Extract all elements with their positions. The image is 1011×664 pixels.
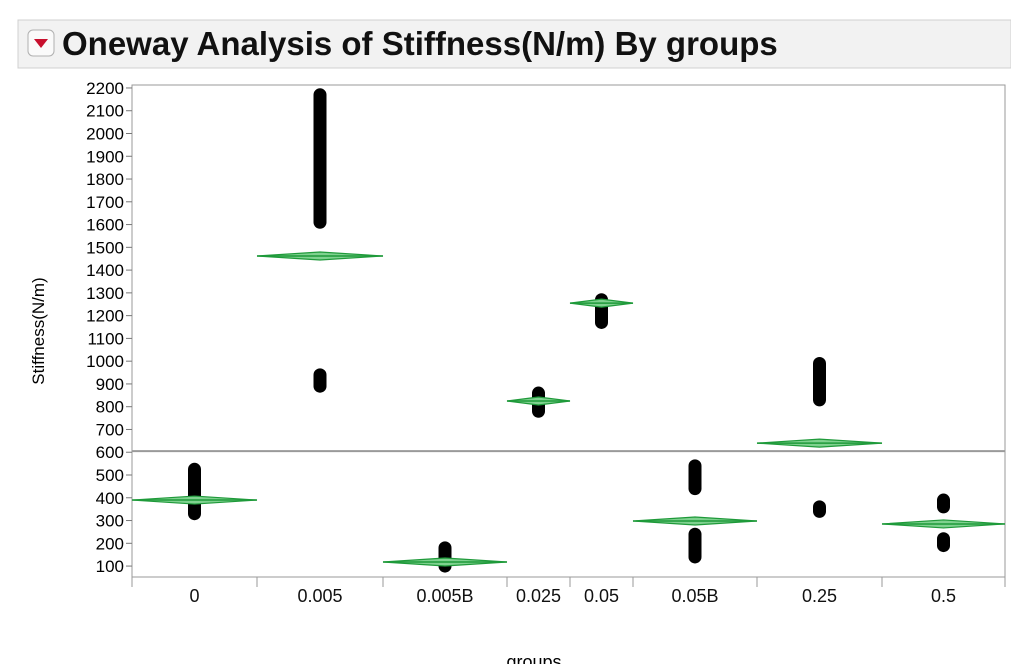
x-tick-label: 0.005B	[416, 586, 474, 606]
y-tick-label: 1000	[86, 352, 124, 371]
x-tick-label: 0	[189, 586, 200, 606]
y-tick-label: 600	[96, 443, 124, 462]
y-tick-label: 100	[96, 557, 124, 576]
y-tick-label: 200	[96, 534, 124, 553]
y-tick-label: 1500	[86, 238, 124, 257]
y-tick-label: 300	[96, 512, 124, 531]
y-tick-label: 1800	[86, 170, 124, 189]
x-tick-label: 0.5	[930, 586, 957, 606]
x-tick-label: 0.25	[801, 586, 838, 606]
y-tick-label: 1700	[86, 193, 124, 212]
y-tick-label: 900	[96, 375, 124, 394]
plot-frame	[131, 84, 1006, 578]
y-tick-label: 2000	[86, 124, 124, 143]
y-axis-title: Stiffness(N/m)	[29, 277, 48, 384]
x-tick-label: 0.05	[583, 586, 620, 606]
y-tick-label: 1100	[87, 329, 124, 348]
title-bar	[17, 19, 1011, 69]
y-tick-label: 500	[96, 466, 124, 485]
y-tick-label: 2200	[86, 79, 124, 98]
y-tick-label: 1400	[86, 261, 124, 280]
y-tick-label: 1900	[86, 147, 124, 166]
title: Oneway Analysis of Stiffness(N/m) By gro…	[62, 25, 778, 62]
y-tick-label: 1200	[86, 307, 124, 326]
y-tick-label: 400	[96, 489, 124, 508]
y-tick-label: 1300	[86, 284, 124, 303]
y-tick-label: 700	[96, 420, 124, 439]
x-tick-label: 0.005	[297, 586, 343, 606]
y-tick-label: 800	[96, 398, 124, 417]
y-tick-label: 1600	[86, 216, 124, 235]
y-tick-label: 2100	[86, 102, 124, 121]
x-axis-title: groups	[506, 652, 561, 664]
x-tick-label: 0.025	[515, 586, 562, 606]
x-tick-label: 0.05B	[671, 586, 719, 606]
red-triangle-icon[interactable]	[34, 39, 48, 48]
